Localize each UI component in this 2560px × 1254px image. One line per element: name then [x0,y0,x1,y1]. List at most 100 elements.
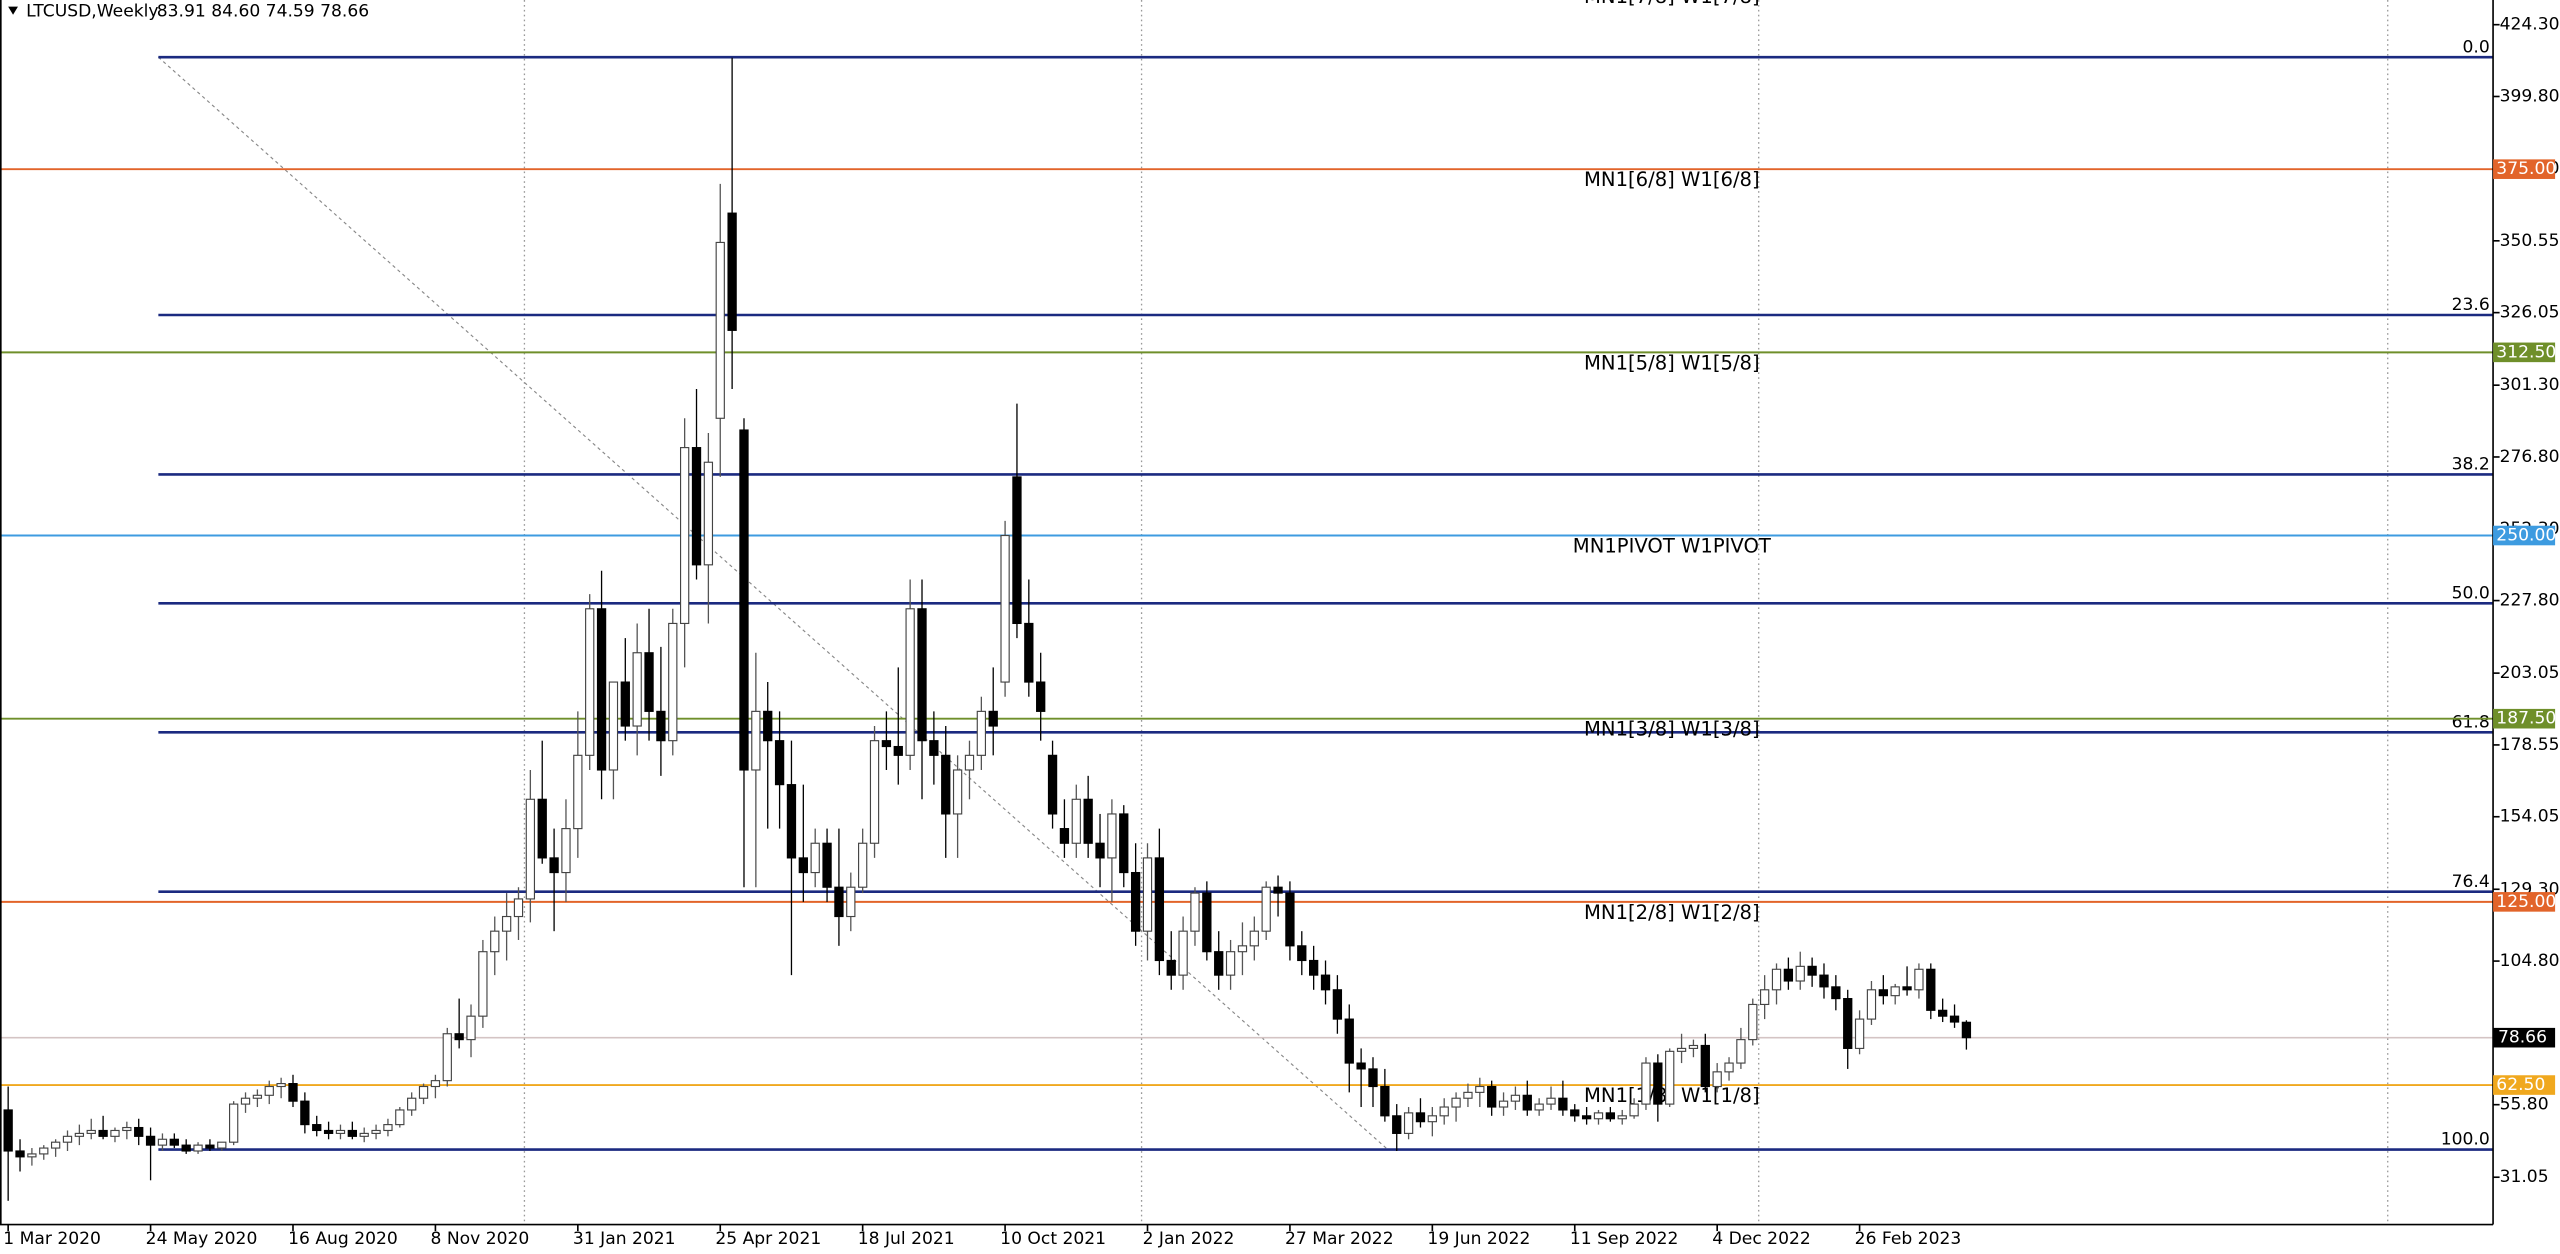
y-tick-label: 399.80 [2500,86,2560,106]
price-box-label: 78.66 [2498,1028,2547,1048]
candle-body [466,1015,476,1041]
candle-body [15,1150,25,1158]
candle-body [1617,1115,1627,1120]
candle-body [454,1033,464,1041]
candle-body [679,447,690,625]
candle-body [1676,1047,1687,1052]
candle-body [1427,1115,1437,1123]
candle-body [157,1138,168,1146]
fib-label: 0.0 [2463,37,2490,57]
y-tick-label: 227.80 [2500,591,2560,611]
candle-body [1154,857,1165,962]
y-tick-label: 178.55 [2500,735,2560,755]
price-box [2493,1075,2556,1095]
candle-body [941,754,951,815]
candle-body [430,1080,441,1088]
price-box-label: 125.00 [2496,892,2556,912]
candle-body [1795,965,1805,982]
candle-body [418,1085,429,1099]
y-tick-label: 31.05 [2500,1167,2549,1187]
candle-body [3,1109,13,1152]
candle-body [50,1141,61,1149]
candle-body [1380,1085,1390,1117]
candle-body [798,857,808,874]
level-name: MN1[2/8] W1[2/8] [1584,901,1760,924]
candle-body [1522,1094,1532,1111]
candle-body [1759,989,1770,1006]
ohlc-header: 83.91 84.60 74.59 78.66 [157,1,369,21]
candle-body [620,681,630,727]
candle-body [1249,930,1259,947]
candle-body [288,1083,298,1102]
candle-body [1439,1106,1449,1117]
candle-body [1403,1112,1414,1134]
candle-body [1688,1044,1699,1049]
candle-body [1890,986,1900,997]
candle-body [561,828,571,874]
candle-body [1332,989,1343,1020]
candle-body [407,1097,417,1111]
candle-body [39,1147,49,1155]
candle-body [905,608,915,756]
candle-body [1665,1050,1675,1105]
x-tick-label: 8 Nov 2020 [431,1229,530,1249]
y-tick-label: 104.80 [2500,951,2560,971]
price-box-label: 375.00 [2496,159,2556,179]
candle-body [1356,1062,1366,1070]
candle-body [881,740,892,748]
price-box [2493,525,2556,546]
candle-body [490,930,500,953]
candle-body [169,1138,179,1146]
candle-body [27,1153,37,1158]
candle-body [134,1126,144,1137]
candle-body [1961,1021,1972,1039]
menu-arrow[interactable] [8,6,18,15]
candle-body [893,745,903,756]
candle-body [1237,945,1248,953]
candle-body [1819,974,1829,988]
candle-body [976,710,987,756]
candle-body [1071,798,1081,844]
candle-body [596,608,607,771]
candle-body [1000,534,1010,683]
candle-body [276,1083,286,1088]
candle-body [217,1141,227,1149]
candle-body [988,710,998,727]
candle-body [964,754,975,771]
x-tick-label: 25 Apr 2021 [715,1229,821,1249]
candle-body [751,710,761,771]
price-box-label: 187.50 [2496,709,2556,729]
candle-body [632,652,642,727]
candle-body [1190,892,1200,932]
candle-body [312,1124,322,1132]
x-tick-label: 19 Jun 2022 [1427,1229,1530,1249]
candle-body [1047,754,1058,815]
candle-body [1261,886,1271,932]
candle-body [1558,1097,1568,1111]
y-tick-label: 350.55 [2500,231,2560,251]
candle-body [359,1132,369,1137]
candle-body [1036,681,1046,712]
price-box [2493,892,2556,912]
candle-body [1783,968,1794,982]
candle-body [1344,1018,1354,1064]
candle-body [1807,965,1817,976]
candle-body [1214,951,1224,976]
candle-body [727,212,737,331]
candle-body [110,1129,120,1137]
candle-body [834,886,844,918]
candle-body [347,1129,357,1137]
candle-body [1107,813,1117,859]
candle-body [300,1100,310,1126]
y-tick-label: 326.05 [2500,303,2560,323]
fib-label: 23.6 [2452,295,2490,315]
y-tick-label: 276.80 [2500,447,2560,467]
candle-body [1498,1100,1509,1108]
candle-body [1700,1044,1710,1088]
candle-body [62,1135,73,1143]
candle-body [1320,974,1331,991]
candle-body [786,784,797,859]
price-box [2493,708,2556,729]
